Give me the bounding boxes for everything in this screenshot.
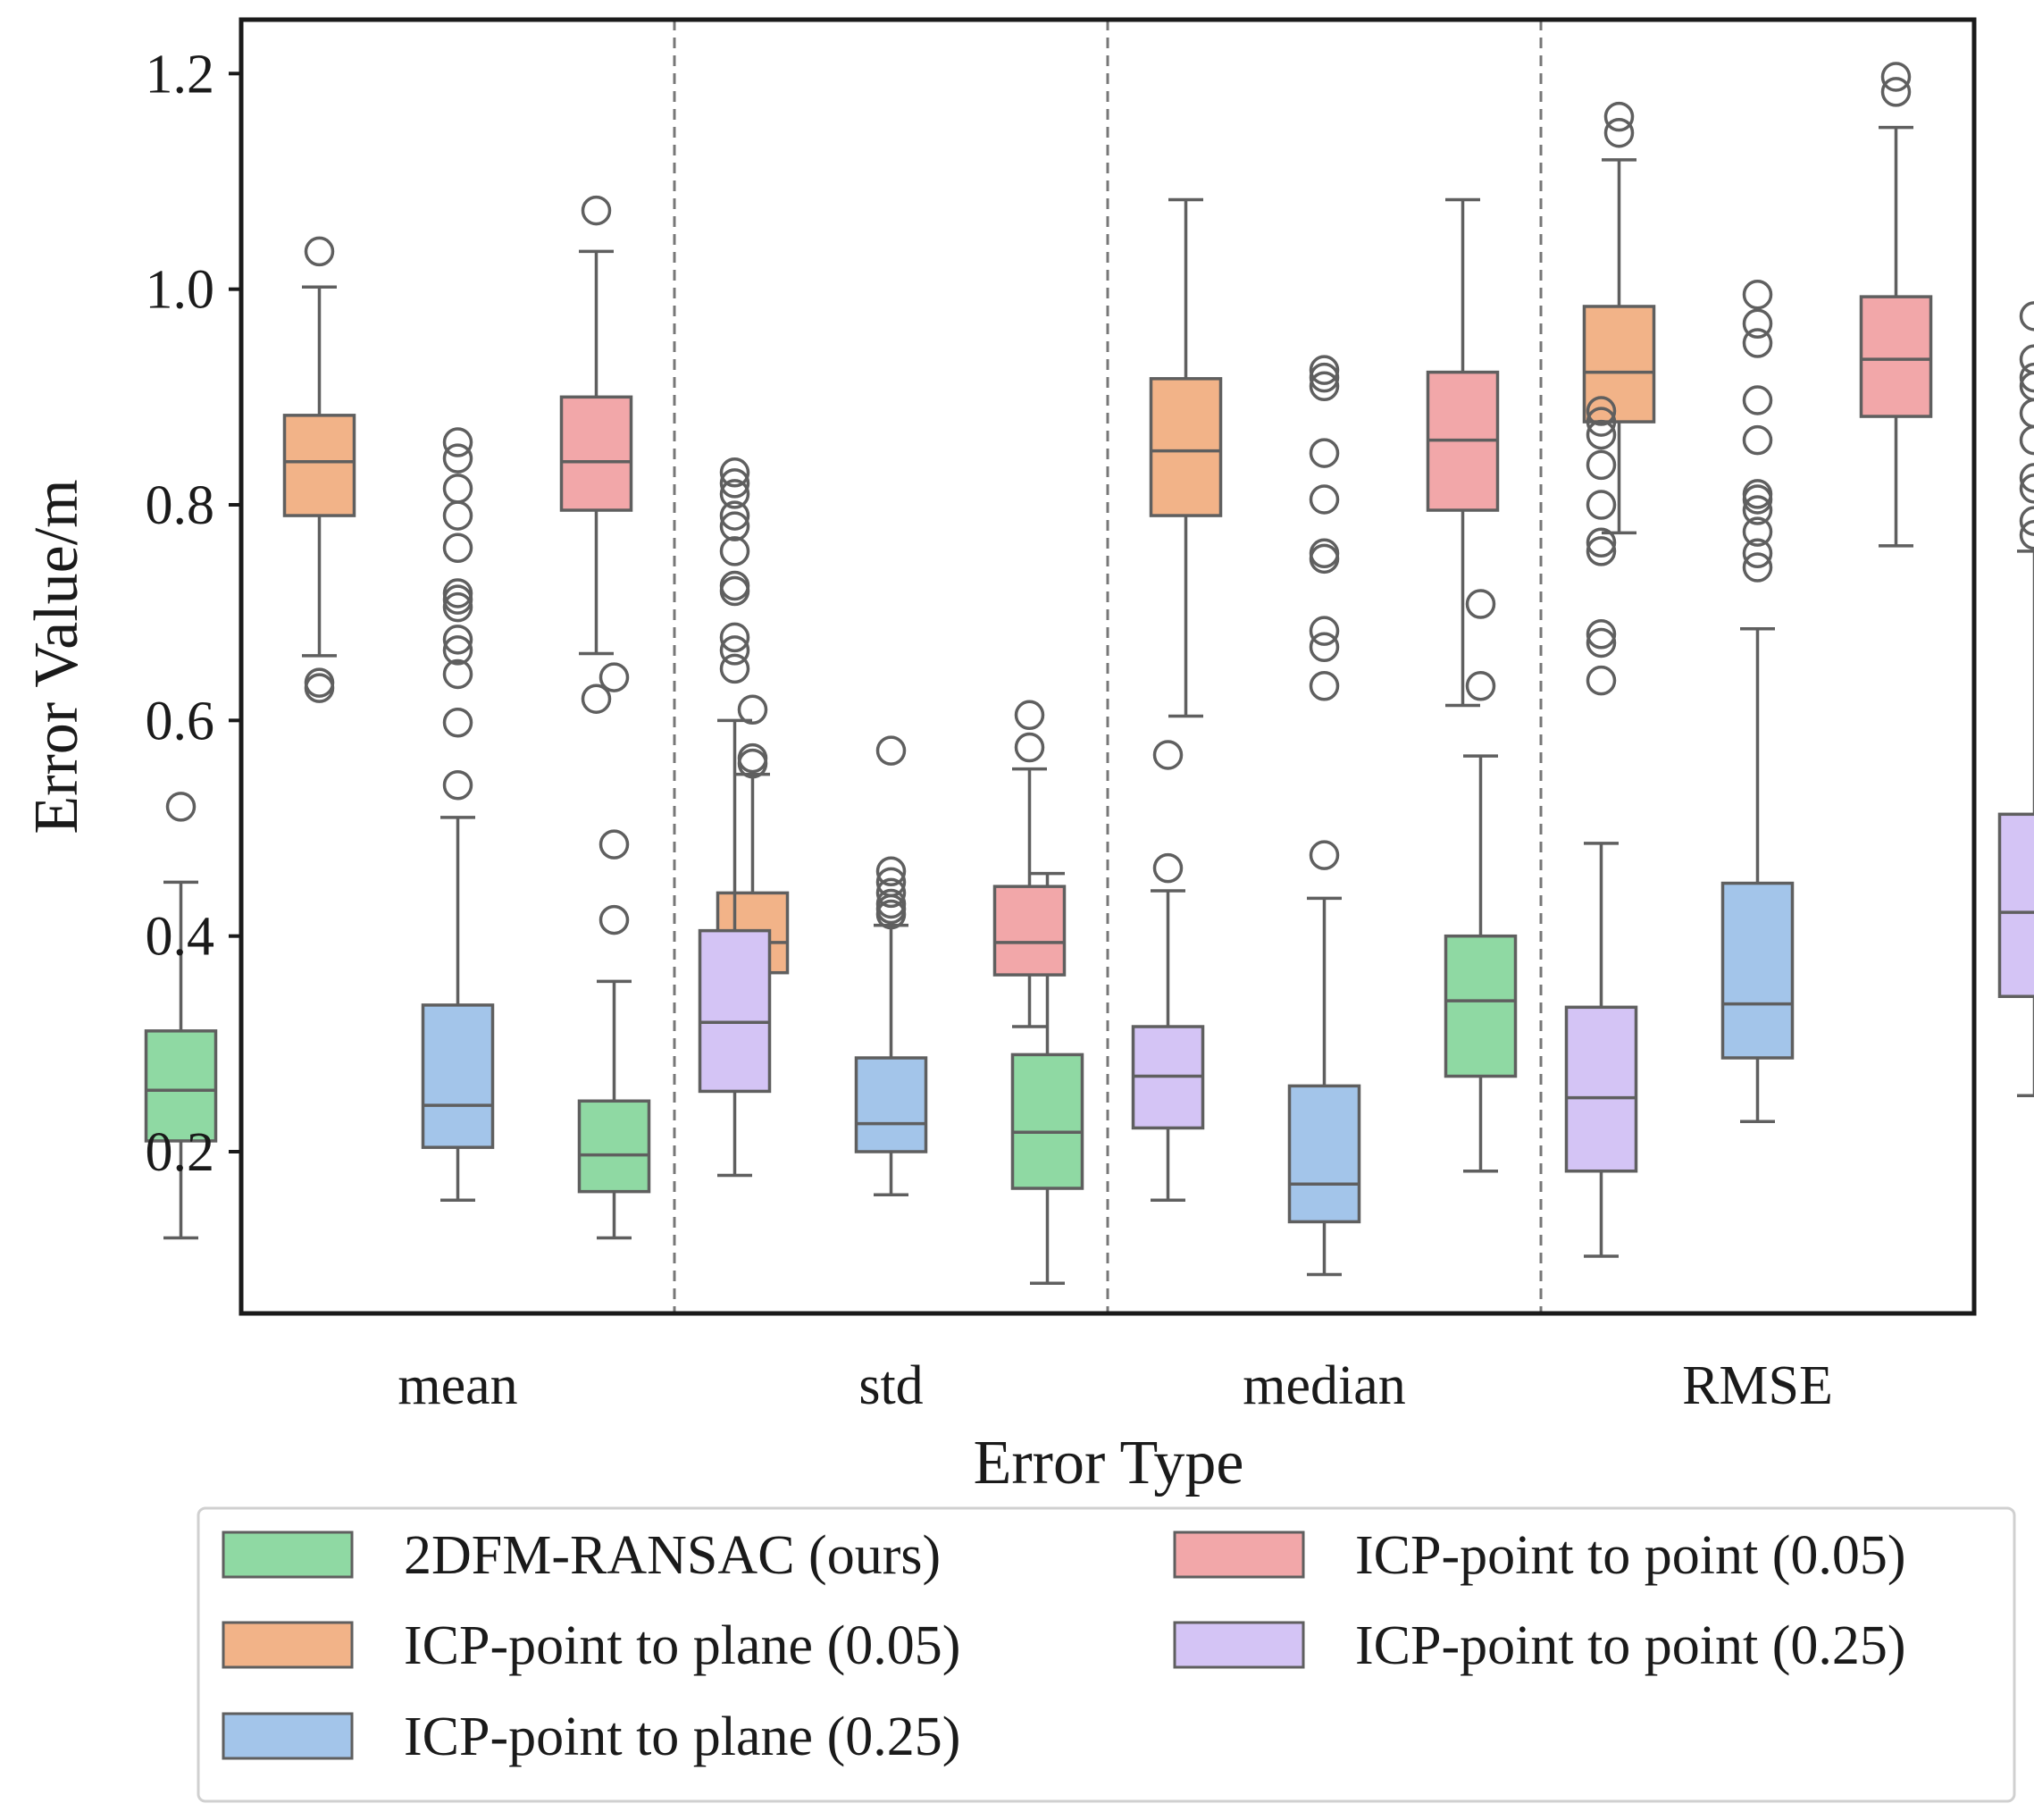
y-tick-label: 0.4 xyxy=(146,907,215,968)
box-iqr xyxy=(1013,1054,1083,1188)
box-iqr xyxy=(423,1005,493,1147)
legend-swatch xyxy=(1175,1623,1303,1667)
box-iqr xyxy=(562,397,632,510)
y-tick-label: 1.2 xyxy=(146,44,215,105)
box-iqr xyxy=(995,886,1065,975)
box-iqr xyxy=(1567,1007,1636,1170)
y-tick-label: 0.6 xyxy=(146,691,215,751)
box-iqr xyxy=(1290,1086,1360,1221)
box-iqr xyxy=(2000,814,2034,996)
x-category-label: RMSE xyxy=(1682,1355,1833,1416)
x-category-label: std xyxy=(858,1355,923,1416)
x-axis-title: Error Type xyxy=(974,1429,1244,1497)
box-iqr xyxy=(1585,306,1654,422)
legend-swatch xyxy=(223,1623,352,1667)
legend-label: ICP-point to point (0.25) xyxy=(1355,1615,1906,1676)
legend-swatch xyxy=(223,1714,352,1758)
box-iqr xyxy=(1446,936,1516,1077)
box-iqr xyxy=(857,1058,926,1152)
legend-label: ICP-point to point (0.05) xyxy=(1355,1525,1906,1586)
box-iqr xyxy=(1862,297,1931,416)
box-iqr xyxy=(1723,884,1793,1058)
y-axis-title: Error Value/m xyxy=(22,479,91,834)
legend-item: ICP-point to plane (0.25) xyxy=(223,1707,960,1767)
legend-item: ICP-point to point (0.25) xyxy=(1175,1615,1906,1676)
legend-label: ICP-point to plane (0.05) xyxy=(404,1615,960,1676)
legend-label: ICP-point to plane (0.25) xyxy=(404,1707,960,1767)
x-category-label: mean xyxy=(398,1355,517,1416)
box-iqr xyxy=(700,931,770,1092)
legend-item: 2DFM-RANSAC (ours) xyxy=(223,1525,941,1586)
legend-item: ICP-point to plane (0.05) xyxy=(223,1615,960,1676)
legend-item: ICP-point to point (0.05) xyxy=(1175,1525,1906,1586)
y-tick-label: 0.8 xyxy=(146,475,215,536)
box-iqr xyxy=(580,1101,649,1191)
legend-swatch xyxy=(1175,1532,1303,1577)
y-tick-label: 0.2 xyxy=(146,1122,215,1183)
legend-label: 2DFM-RANSAC (ours) xyxy=(404,1525,941,1586)
box-iqr xyxy=(1151,379,1221,516)
box-iqr xyxy=(285,415,355,516)
legend-swatch xyxy=(223,1532,352,1577)
y-tick-label: 1.0 xyxy=(146,260,215,321)
x-category-label: median xyxy=(1243,1355,1406,1416)
